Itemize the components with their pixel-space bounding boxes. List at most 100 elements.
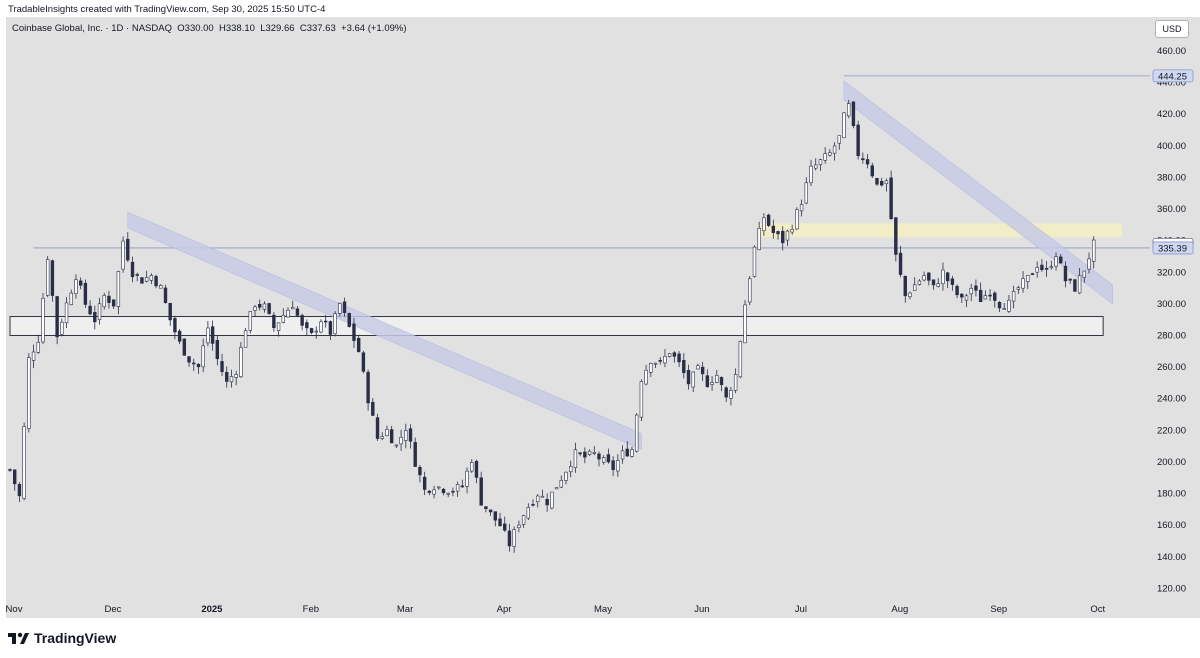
candle-body bbox=[879, 180, 884, 186]
candle-body bbox=[291, 307, 295, 310]
legend-change: +3.64 (+1.09%) bbox=[341, 23, 407, 34]
candle-body bbox=[611, 460, 615, 471]
candle-body bbox=[484, 506, 488, 510]
candle-body bbox=[875, 177, 879, 185]
candle-body bbox=[41, 298, 45, 343]
candle-body bbox=[625, 448, 629, 457]
candle-body bbox=[361, 352, 366, 372]
legend-high: H338.10 bbox=[219, 23, 255, 34]
candle-body bbox=[743, 304, 747, 344]
candle-body bbox=[177, 330, 182, 342]
candle-body bbox=[460, 485, 465, 488]
price-axis[interactable] bbox=[1150, 17, 1200, 618]
candle-body bbox=[427, 490, 432, 493]
candle-body bbox=[1068, 278, 1072, 281]
y-tick-label: 300.00 bbox=[1157, 299, 1186, 310]
tradingview-logo[interactable]: TradingView bbox=[8, 630, 116, 646]
candle-body bbox=[323, 320, 328, 323]
candle-body bbox=[672, 352, 677, 357]
candle-body bbox=[328, 321, 333, 335]
candle-body bbox=[465, 470, 469, 487]
candle-body bbox=[578, 452, 582, 455]
candle-body bbox=[823, 153, 827, 161]
candle-body bbox=[182, 338, 187, 356]
candle-body bbox=[997, 301, 1002, 309]
candle-body bbox=[1011, 291, 1016, 302]
candle-body bbox=[215, 340, 220, 360]
candle-body bbox=[814, 164, 818, 169]
candle-body bbox=[262, 303, 267, 310]
candle-body bbox=[375, 417, 380, 439]
y-tick-label: 320.00 bbox=[1157, 267, 1186, 278]
y-tick-label: 280.00 bbox=[1157, 330, 1186, 341]
candle-body bbox=[239, 347, 243, 377]
candle-body bbox=[785, 230, 790, 241]
candle-body bbox=[828, 152, 832, 156]
candle-body bbox=[917, 280, 922, 285]
candle-body bbox=[451, 490, 455, 493]
candle-body bbox=[606, 454, 611, 463]
candle-body bbox=[842, 112, 846, 139]
candle-body bbox=[229, 376, 234, 383]
candle-body bbox=[503, 523, 507, 531]
candle-body bbox=[154, 276, 158, 287]
x-tick-label: Dec bbox=[104, 604, 121, 615]
candle-body bbox=[281, 315, 285, 323]
candle-body bbox=[243, 330, 248, 348]
candle-body bbox=[1087, 258, 1091, 270]
candle-body bbox=[50, 260, 55, 296]
candle-body bbox=[587, 450, 592, 455]
y-tick-label: 380.00 bbox=[1157, 172, 1186, 183]
candle-body bbox=[441, 488, 446, 494]
candle-body bbox=[159, 285, 163, 289]
y-tick-label: 360.00 bbox=[1157, 204, 1186, 215]
candle-body bbox=[908, 292, 912, 298]
candle-body bbox=[394, 444, 399, 447]
candle-body bbox=[931, 279, 936, 286]
symbol-legend: Coinbase Global, Inc. · 1D · NASDAQ O330… bbox=[12, 23, 407, 34]
price-label-box bbox=[1152, 69, 1194, 83]
candle-body bbox=[583, 451, 587, 458]
candle-body bbox=[856, 124, 860, 157]
candle-body bbox=[719, 377, 724, 385]
candle-body bbox=[653, 362, 658, 365]
candle-body bbox=[267, 303, 271, 314]
x-tick-label: Sep bbox=[990, 604, 1007, 615]
candle-body bbox=[818, 159, 823, 166]
candle-body bbox=[93, 312, 97, 323]
currency-button[interactable]: USD bbox=[1155, 20, 1189, 38]
candle-body bbox=[898, 252, 903, 275]
candle-body bbox=[554, 487, 559, 490]
candle-body bbox=[922, 275, 926, 281]
candle-body bbox=[408, 428, 413, 442]
trend-channel bbox=[843, 80, 1113, 305]
candle-body bbox=[196, 363, 201, 368]
candle-body bbox=[531, 503, 535, 506]
candle-body bbox=[1021, 278, 1025, 289]
candle-body bbox=[1059, 256, 1063, 264]
candle-body bbox=[493, 511, 498, 521]
candle-body bbox=[187, 356, 191, 363]
candle-body bbox=[107, 295, 111, 303]
candle-body bbox=[399, 436, 403, 445]
candle-body bbox=[912, 284, 917, 291]
candle-body bbox=[512, 529, 516, 547]
candle-body bbox=[488, 509, 493, 513]
candle-body bbox=[969, 287, 973, 295]
candle-body bbox=[111, 299, 116, 307]
candle-body bbox=[795, 209, 799, 230]
candle-body bbox=[1077, 275, 1082, 294]
trend-channel bbox=[127, 211, 642, 450]
resistance-zone bbox=[759, 223, 1122, 238]
candle-body bbox=[258, 304, 262, 308]
x-tick-label: Jun bbox=[694, 604, 709, 615]
candle-body bbox=[225, 372, 229, 382]
candle-body bbox=[479, 477, 483, 506]
candle-body bbox=[352, 323, 356, 341]
candle-body bbox=[64, 302, 69, 324]
candle-body bbox=[309, 328, 314, 333]
candle-body bbox=[748, 278, 752, 303]
candle-body bbox=[573, 449, 578, 468]
candle-body bbox=[422, 476, 427, 490]
